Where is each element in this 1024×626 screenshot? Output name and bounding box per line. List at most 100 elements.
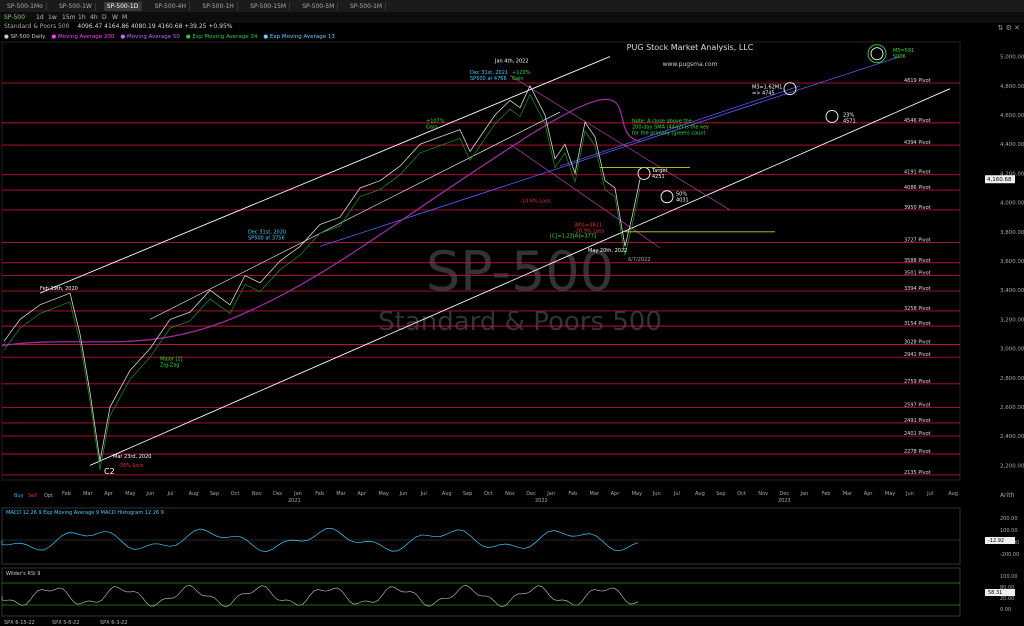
ohlc-values: 4096.47 4164.86 4080.19 4160.68 +39.25 +…: [77, 23, 233, 30]
annotation-target: Target: [651, 168, 668, 174]
month-tick: Dec: [526, 491, 536, 497]
legend-item: ● Exp Moving Average 13: [263, 34, 335, 40]
price-box-label: 4,160.68: [987, 177, 1012, 183]
window-controls-icon[interactable]: ⇅ ⚙ ✕: [997, 24, 1020, 32]
tab-sp-500-4h[interactable]: SP-500-4H: [152, 2, 190, 11]
rsi-line: [1, 584, 639, 608]
arith-label: Arith: [1000, 492, 1015, 499]
month-tick: Jul: [420, 491, 427, 497]
interval-w[interactable]: W: [112, 14, 118, 21]
annotation-target: 4251: [652, 174, 665, 180]
buy-button: Buy: [14, 493, 24, 499]
tab-sp-500-5m[interactable]: SP-500-5M: [299, 2, 339, 11]
pivot-label: 2278 Pivot: [904, 449, 931, 455]
wave-circle-marker: [867, 44, 887, 64]
month-tick: Feb: [315, 491, 324, 497]
annotation-c2: C2: [104, 467, 115, 476]
price-tick: 2,400.00: [1000, 434, 1024, 440]
month-tick: Jul: [167, 491, 174, 497]
annotation-pct50: 50%: [676, 191, 687, 197]
instrument-name: Standard & Poors 500: [4, 23, 70, 30]
interval-m[interactable]: M: [122, 14, 128, 21]
month-tick: Oct: [231, 491, 240, 497]
tab-sp-500-1m[interactable]: SP-500-1M: [347, 2, 387, 11]
price-tick: 3,200.00: [1000, 317, 1024, 323]
month-tick: Dec: [779, 491, 789, 497]
annotation-loss35: -35% Loss: [118, 463, 144, 469]
rsi-tick: 0.00: [1000, 607, 1011, 613]
price-tick: 4,800.00: [1000, 84, 1024, 90]
interval-15m[interactable]: 15m: [62, 14, 76, 21]
pivot-label: 4394 Pivot: [904, 140, 931, 146]
channel-line: [509, 75, 731, 211]
month-tick: May: [125, 491, 135, 497]
tab-sp-500-15m[interactable]: SP-500-15M: [247, 2, 291, 11]
month-tick: Nov: [252, 491, 262, 497]
pivot-label: 3394 Pivot: [904, 286, 931, 292]
channel-line: [559, 85, 801, 167]
annotation-loss14: -14.6% Loss: [520, 199, 551, 205]
annotation-retracement: 38%=3821: [574, 223, 602, 229]
wave-circle-marker: [783, 82, 797, 96]
interval-1d[interactable]: 1d: [36, 14, 44, 21]
pivot-label: 3501 Pivot: [904, 270, 931, 276]
rsi-value: 58.31: [988, 590, 1002, 596]
month-tick: Sep: [716, 491, 725, 497]
indicator-legend: ● SP-500 Daily ● Moving Average 200 ● Movi…: [4, 34, 341, 40]
pivot-label: 2759 Pivot: [904, 379, 931, 385]
channel-line: [509, 143, 661, 249]
interval-4h[interactable]: 4h: [90, 14, 98, 21]
month-tick: Jan: [293, 491, 302, 497]
annotation-m3: => 4745: [752, 91, 775, 97]
month-tick: Mar: [843, 491, 853, 497]
symbol-label[interactable]: SP-500: [4, 14, 25, 21]
month-tick: Jun: [652, 491, 661, 497]
watermark-symbol: SP-500: [426, 240, 614, 303]
wave-circle-marker: [870, 47, 884, 61]
annotation-gain120: Gain: [512, 76, 524, 82]
price-tick: 4,600.00: [1000, 113, 1024, 119]
year-tick: 2021: [288, 498, 301, 504]
month-tick: Feb: [568, 491, 577, 497]
annotation-gain107: Gain: [426, 124, 438, 130]
interval-1w[interactable]: 1w: [48, 14, 57, 21]
annotation-date: 6/7/2022: [628, 257, 650, 263]
month-tick: Jul: [926, 491, 933, 497]
pivot-label: 4191 Pivot: [904, 170, 931, 176]
tab-sp-500-1h[interactable]: SP-500-1H: [199, 2, 238, 11]
annotation-dec31-2021: SP500 at 4766: [470, 76, 507, 82]
price-box: [985, 175, 1015, 184]
annotation-dec31-2021: Dec 31st, 2021: [470, 70, 508, 76]
annotation-dec31-2020: Dec 31st, 2020: [248, 229, 286, 235]
annotation-note: 200-day SMA (4447) is the key: [632, 124, 709, 130]
ma200-line: [1, 98, 641, 347]
annotation-note: for the primary (green) count: [632, 130, 705, 136]
pivot-label: 2491 Pivot: [904, 418, 931, 424]
tab-sp-500-1d[interactable]: SP-500-1D: [103, 2, 143, 11]
ema34-line: [3, 93, 641, 470]
month-tick: May: [379, 491, 389, 497]
tab-sp-500-1w[interactable]: SP-500-1W: [56, 2, 96, 11]
macd-tick: -200.00: [1000, 552, 1019, 558]
legend-item: ● SP-500 Daily: [4, 34, 46, 40]
annotation-feb19: Feb 19th, 2020: [40, 286, 78, 292]
pivot-label: 3258 Pivot: [904, 306, 931, 312]
month-tick: May: [632, 491, 642, 497]
month-tick: Nov: [758, 491, 768, 497]
price-tick: 4,200.00: [1000, 171, 1024, 177]
price-tick: 2,800.00: [1000, 376, 1024, 382]
bottom-tab: SPX 6-3-22: [100, 620, 128, 626]
interval-1h[interactable]: 1h: [78, 14, 86, 21]
price-tick: 3,800.00: [1000, 230, 1024, 236]
month-tick: Apr: [864, 491, 874, 497]
watermark-name: Standard & Poors 500: [378, 307, 662, 337]
interval-d[interactable]: D: [102, 14, 107, 21]
legend-item: ● Moving Average 200: [51, 34, 115, 40]
tab-sp-500-1mo[interactable]: SP-500-1Mo: [4, 2, 47, 11]
annotation-c-equality: [C]=1.23[A]=3771: [550, 234, 597, 240]
month-tick: Mar: [83, 491, 93, 497]
price-tick: 3,000.00: [1000, 347, 1024, 353]
macd-pane: [1, 507, 961, 565]
pivot-label: 2135 Pivot: [904, 470, 931, 476]
